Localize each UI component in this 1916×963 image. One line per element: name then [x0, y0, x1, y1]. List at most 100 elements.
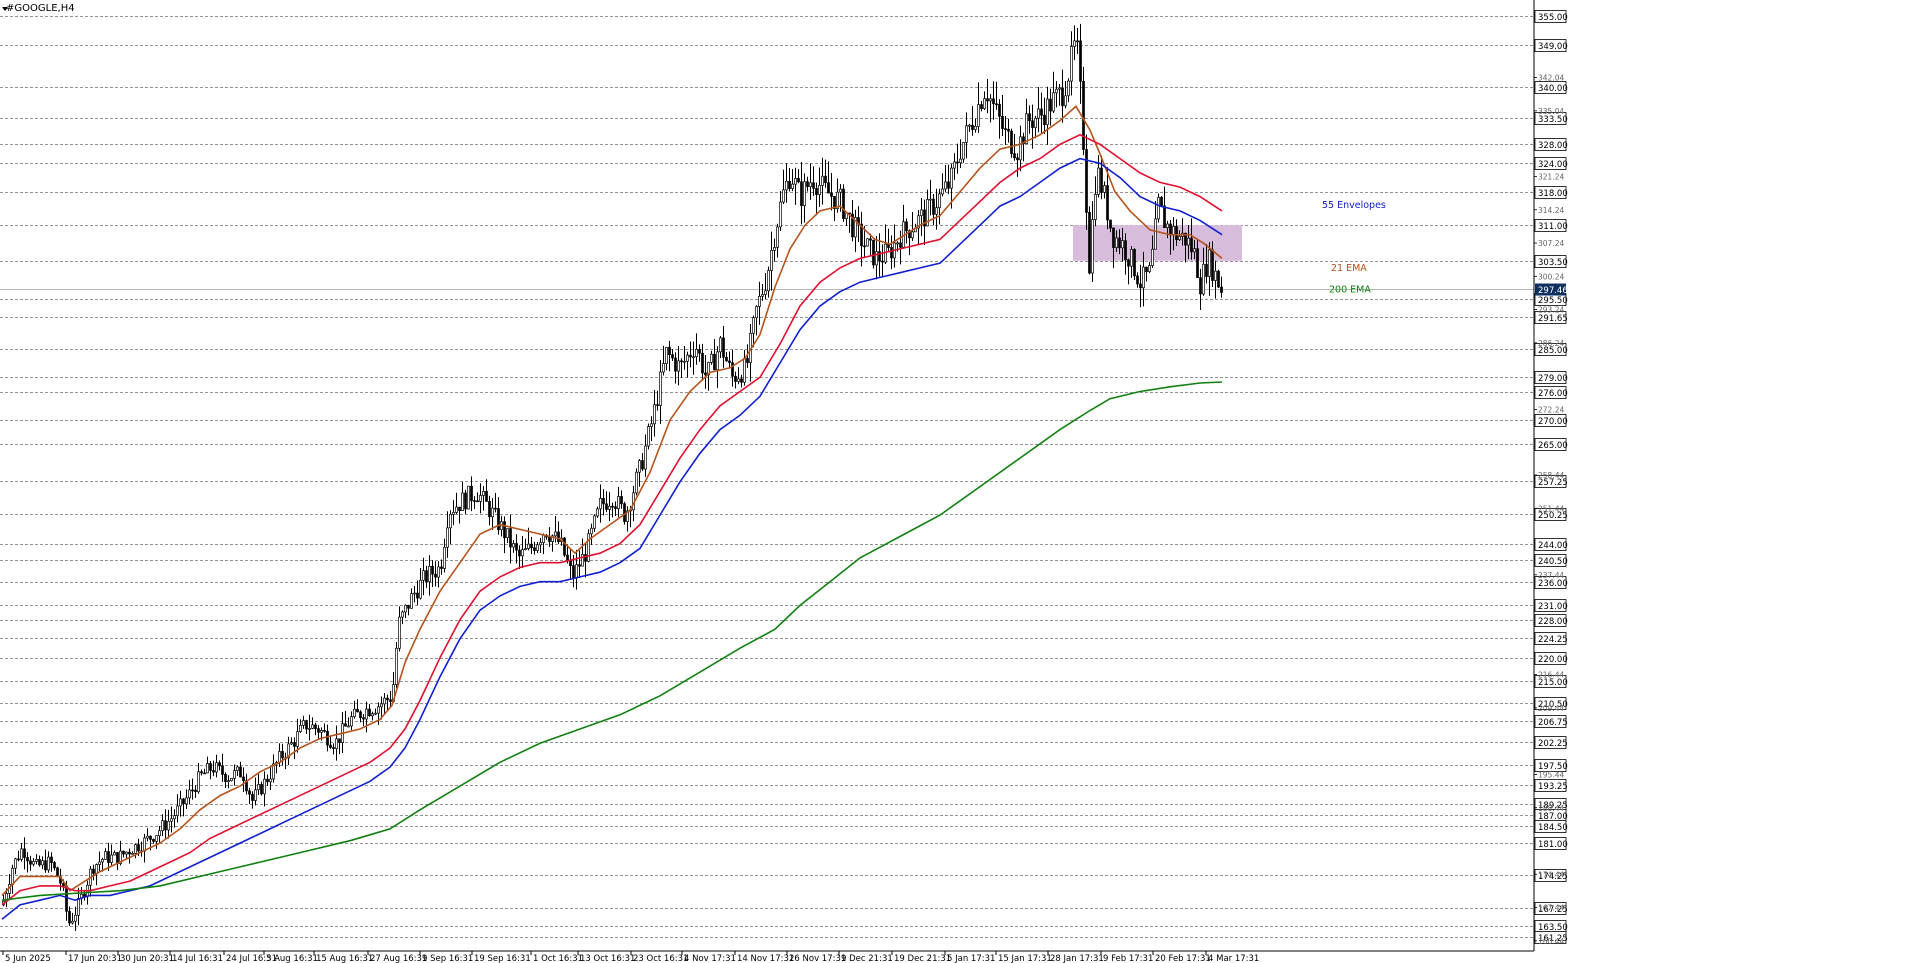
candle	[881, 244, 884, 278]
candle	[581, 538, 584, 567]
candle	[818, 167, 821, 208]
scale-tick-label: 293.24	[1538, 306, 1564, 315]
candle	[827, 161, 830, 194]
candle	[1070, 31, 1073, 96]
candle	[395, 641, 398, 688]
candle	[842, 184, 845, 222]
level-label-box	[1534, 715, 1567, 728]
scale-tick-label: 258.44	[1538, 471, 1564, 480]
candle	[419, 568, 422, 600]
candle	[1097, 155, 1100, 198]
candle	[596, 506, 599, 518]
level-label-box	[1534, 931, 1567, 944]
level-label: 206.75	[1538, 718, 1568, 728]
candle	[899, 230, 902, 265]
candle	[602, 489, 605, 516]
candle	[257, 773, 260, 796]
candle	[617, 486, 620, 518]
candle	[746, 344, 749, 368]
candle	[449, 510, 452, 545]
candle	[230, 777, 233, 782]
candle	[1142, 251, 1145, 307]
level-label: 265.00	[1538, 441, 1568, 451]
candle	[1109, 219, 1112, 233]
candle	[584, 544, 587, 578]
level-label-box	[1534, 508, 1567, 521]
level-label: 355.00	[1538, 13, 1568, 23]
annotation-3: 200 EMA	[1329, 284, 1371, 295]
candle	[308, 714, 311, 741]
candle	[815, 182, 818, 214]
level-label-box	[1534, 343, 1567, 356]
candle	[152, 838, 155, 844]
candle	[170, 806, 173, 833]
candle	[413, 586, 416, 603]
candle	[1064, 80, 1067, 109]
candle	[986, 78, 989, 114]
candle	[668, 340, 671, 372]
candle	[908, 229, 911, 256]
level-label: 161.25	[1538, 934, 1568, 944]
time-label: 9 Dec 21:31	[841, 954, 893, 963]
candle	[830, 172, 833, 211]
candle	[1067, 78, 1070, 103]
candle	[872, 239, 875, 269]
candle	[1205, 243, 1208, 284]
symbol-dropdown-icon[interactable]	[2, 7, 8, 11]
candle	[134, 843, 137, 859]
level-label-box	[1534, 219, 1567, 232]
scale-tick-label: 314.24	[1538, 206, 1564, 215]
candle	[917, 209, 920, 246]
candle	[275, 760, 278, 774]
series-line-ema200	[1, 381, 1223, 901]
candle	[518, 545, 521, 570]
candle	[323, 723, 326, 733]
time-label: 30 Jun 20:31	[120, 954, 174, 963]
candle	[743, 349, 746, 386]
scale-tick-label: 188.44	[1538, 804, 1564, 813]
candle	[605, 491, 608, 513]
level-label: 279.00	[1538, 374, 1568, 384]
level-label-box	[1534, 902, 1567, 915]
candle	[146, 828, 149, 842]
candle	[506, 528, 509, 543]
candle	[1019, 125, 1022, 172]
candle	[665, 346, 668, 371]
candle	[428, 555, 431, 596]
candle	[863, 225, 866, 259]
candle	[53, 860, 56, 871]
candle	[563, 536, 566, 558]
level-label: 311.00	[1538, 222, 1568, 232]
candle	[116, 852, 119, 871]
candle	[713, 338, 716, 371]
candle	[266, 774, 269, 787]
candle	[20, 842, 23, 862]
candle	[1151, 235, 1154, 268]
candle	[179, 790, 182, 817]
candle	[962, 142, 965, 163]
candle	[74, 906, 77, 931]
candle	[911, 211, 914, 241]
candle	[992, 81, 995, 120]
candle	[767, 266, 770, 298]
candle	[674, 352, 677, 384]
candle	[1001, 95, 1004, 137]
candle	[638, 459, 641, 487]
candle	[497, 497, 500, 535]
candle	[932, 193, 935, 226]
level-label: 285.00	[1538, 346, 1568, 356]
candle	[1157, 193, 1160, 223]
candle	[461, 481, 464, 511]
level-label: 231.00	[1538, 602, 1568, 612]
scale-tick-label: 174.44	[1538, 870, 1564, 879]
candle	[17, 850, 20, 862]
candle	[824, 159, 827, 188]
candle	[347, 717, 350, 728]
scale-tick-label: 300.24	[1538, 272, 1564, 281]
candle	[440, 559, 443, 575]
candle	[593, 514, 596, 532]
candle	[764, 272, 767, 300]
candle	[512, 540, 515, 553]
